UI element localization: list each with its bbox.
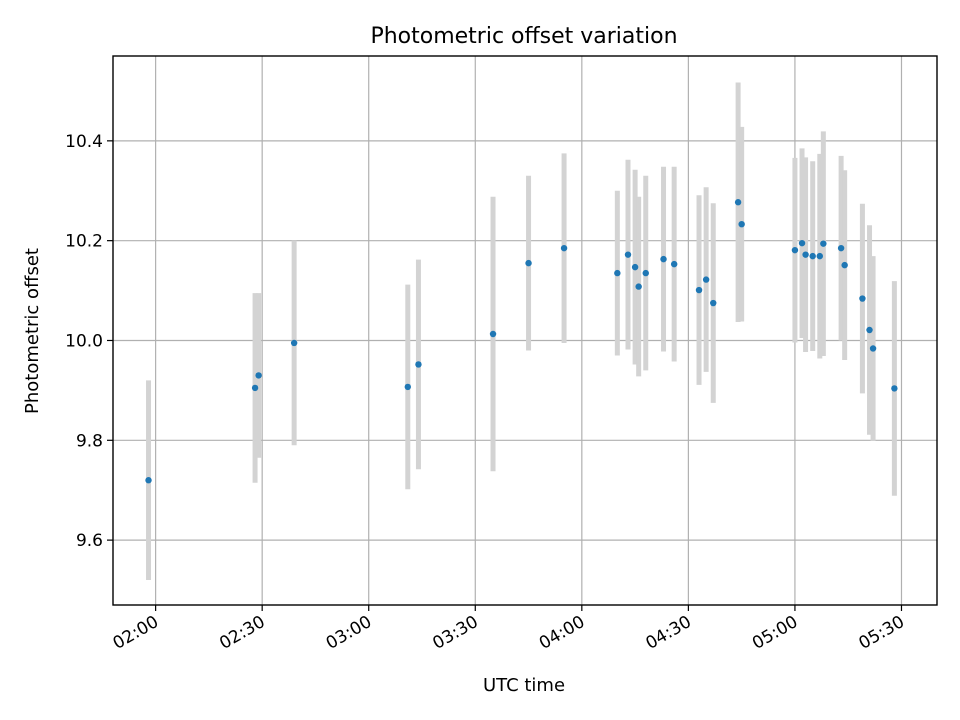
data-point [145,477,152,484]
data-point [820,240,827,247]
data-point [809,252,816,260]
data-point [404,383,411,391]
y-tick-label: 10.0 [65,331,103,351]
data-point [837,244,845,252]
data-point [415,361,422,368]
chart-title: Photometric offset variation [370,24,677,49]
data-point [859,295,866,302]
data-point [670,260,678,268]
grid [113,56,937,605]
y-tick-label: 10.4 [65,132,103,152]
data-points [145,199,898,484]
data-point [734,199,742,206]
data-point [489,330,497,338]
x-axis-label: UTC time [483,675,565,696]
y-tick-label: 9.6 [76,531,103,551]
x-axis-ticks: 02:00 02:30 03:00 03:30 04:00 04:30 05:00 05:30 [110,605,908,654]
data-point [738,220,745,228]
data-point [798,239,806,247]
data-point [624,251,632,258]
data-point [635,283,642,290]
x-tick-label: 04:00 [536,612,588,654]
data-point [560,244,568,252]
y-tick-label: 10.2 [65,232,103,252]
plot-frame [112,55,938,606]
data-point [869,345,877,352]
data-point [614,269,621,277]
data-point [841,261,848,269]
data-point [891,385,898,392]
data-point [702,276,710,283]
data-point [866,326,873,334]
x-tick-label: 04:30 [642,612,694,654]
data-point [791,246,799,254]
x-tick-label: 05:30 [856,612,908,654]
x-tick-label: 05:00 [749,612,801,654]
data-point [710,299,717,307]
y-tick-label: 9.8 [76,431,103,451]
x-tick-label: 02:30 [216,612,268,654]
error-bars [146,82,897,581]
data-point [802,251,809,258]
data-point [631,263,639,271]
data-point [525,259,532,267]
data-point [816,252,823,260]
x-tick-label: 02:00 [110,612,162,654]
x-tick-label: 03:30 [429,612,481,654]
data-point [255,372,262,379]
x-tick-label: 03:00 [323,612,375,654]
y-axis-ticks: 9.6 9.8 10.0 10.2 10.4 [65,132,113,551]
y-axis-label: Photometric offset [22,248,43,414]
data-point [660,255,667,263]
data-point [695,286,703,294]
data-point [290,339,298,347]
data-point [251,384,259,392]
data-point [642,269,649,277]
